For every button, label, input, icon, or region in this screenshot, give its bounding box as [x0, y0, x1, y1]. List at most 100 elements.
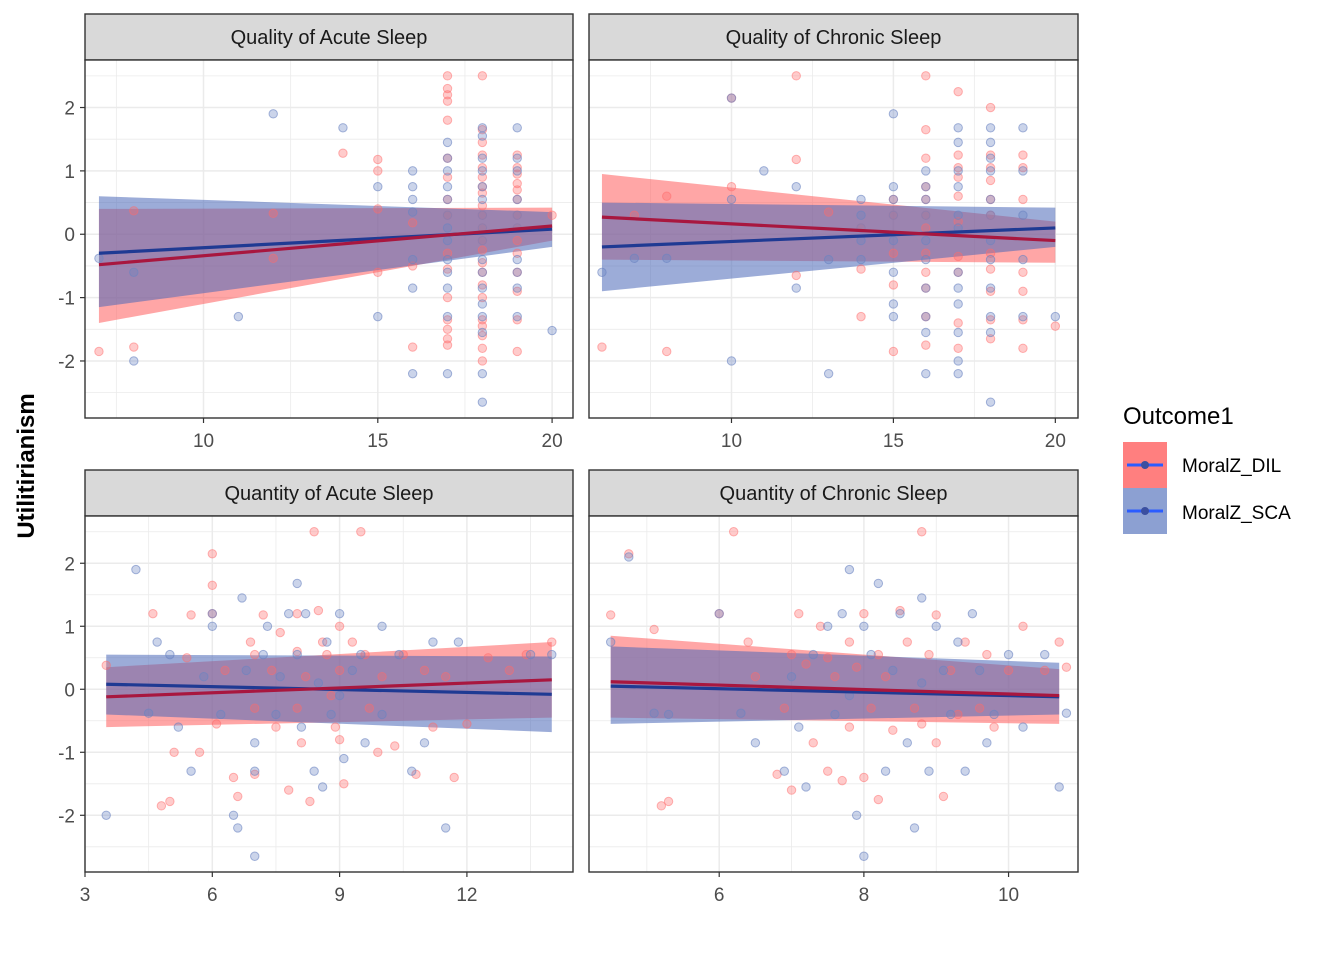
data-point-dil	[483, 653, 493, 663]
data-point-sca	[300, 608, 311, 619]
confidence-band-sca	[98, 196, 553, 308]
data-point-dil	[953, 86, 963, 97]
data-point-sca	[442, 153, 453, 163]
fit-line-dil	[601, 215, 1056, 243]
data-point-sca	[186, 766, 196, 776]
x-tick-label: 6	[207, 885, 218, 906]
data-point-sca	[873, 578, 884, 589]
x-tick-label: 6	[714, 885, 725, 906]
data-point-dil	[207, 549, 218, 559]
data-point-sca	[985, 254, 996, 265]
data-point-dil	[512, 163, 522, 173]
x-tick-label: 20	[542, 431, 563, 452]
data-point-sca	[985, 123, 996, 133]
data-point-dil	[228, 772, 239, 783]
data-point-dil	[786, 649, 797, 660]
data-point-dil	[924, 649, 934, 660]
data-point-sca	[313, 678, 324, 688]
y-tick-label: -2	[58, 806, 75, 827]
data-point-dil	[982, 649, 992, 660]
data-point-sca	[902, 738, 912, 748]
data-point-dil	[504, 665, 515, 676]
data-point-sca	[985, 311, 996, 322]
data-point-sca	[917, 678, 927, 688]
data-point-sca	[442, 283, 453, 293]
data-point-sca	[477, 131, 488, 141]
data-point-dil	[791, 154, 801, 165]
data-point-sca	[233, 311, 244, 322]
data-point-dil	[921, 248, 931, 258]
data-point-dil	[873, 649, 884, 660]
data-point-sca	[477, 267, 488, 277]
data-point-sca	[985, 327, 996, 338]
data-point-sca	[921, 254, 931, 265]
data-point-dil	[268, 208, 278, 219]
data-point-dil	[750, 671, 761, 682]
data-point-dil	[334, 665, 345, 676]
data-point-sca	[512, 123, 522, 133]
data-point-sca	[985, 166, 996, 176]
data-point-dil	[844, 722, 855, 732]
data-point-sca	[888, 182, 899, 192]
data-point-dil	[477, 343, 488, 354]
legend-label-dil: MoralZ_DIL	[1182, 456, 1281, 477]
data-point-dil	[296, 738, 307, 748]
data-point-sca	[953, 283, 963, 293]
data-point-sca	[442, 194, 453, 205]
data-point-sca	[856, 194, 866, 205]
data-point-sca	[129, 267, 139, 277]
data-point-dil	[985, 286, 996, 296]
data-point-sca	[921, 368, 931, 379]
data-point-dil	[1018, 163, 1028, 173]
data-point-sca	[407, 283, 418, 293]
data-point-dil	[313, 605, 324, 616]
data-point-dil	[547, 637, 557, 647]
data-point-dil	[917, 527, 927, 537]
facet-strip	[84, 13, 574, 61]
data-point-sca	[292, 649, 302, 660]
data-point-dil	[888, 725, 898, 735]
data-point-sca	[477, 299, 488, 309]
data-point-dil	[830, 671, 840, 682]
facet-strip-title: Quantity of Chronic Sleep	[720, 483, 948, 505]
data-point-dil	[442, 264, 453, 274]
data-point-dil	[1054, 637, 1064, 647]
data-point-sca	[924, 766, 934, 776]
data-point-sca	[1018, 123, 1028, 133]
y-tick-label: 1	[64, 162, 75, 183]
data-point-dil	[129, 342, 139, 352]
data-point-sca	[356, 649, 366, 660]
data-point-dil	[292, 646, 302, 657]
data-point-dil	[1018, 194, 1028, 205]
data-point-sca	[94, 253, 104, 264]
data-point-dil	[512, 178, 522, 189]
data-point-dil	[101, 660, 111, 671]
data-point-dil	[94, 346, 104, 357]
data-point-sca	[1040, 649, 1050, 660]
data-point-dil	[837, 775, 847, 786]
data-point-dil	[442, 71, 453, 81]
data-point-sca	[258, 649, 268, 660]
data-point-dil	[985, 150, 996, 160]
data-point-sca	[859, 621, 869, 631]
data-point-sca	[888, 311, 899, 322]
data-point-dil	[250, 649, 260, 660]
data-point-dil	[407, 342, 418, 352]
data-point-sca	[216, 709, 226, 720]
data-point-sca	[442, 223, 453, 233]
data-point-dil	[856, 264, 866, 274]
data-point-dil	[477, 258, 488, 268]
data-point-sca	[982, 738, 992, 748]
data-point-dil	[1018, 621, 1028, 631]
data-point-dil	[373, 154, 383, 165]
data-point-sca	[442, 166, 453, 176]
data-point-dil	[1061, 662, 1072, 672]
data-point-dil	[477, 137, 488, 148]
y-tick-label: 2	[64, 99, 75, 120]
fit-line-sca	[610, 684, 1060, 699]
data-point-dil	[407, 261, 418, 271]
data-point-dil	[662, 346, 672, 357]
data-point-sca	[477, 397, 488, 407]
data-point-sca	[953, 123, 963, 133]
data-point-dil	[462, 719, 472, 729]
